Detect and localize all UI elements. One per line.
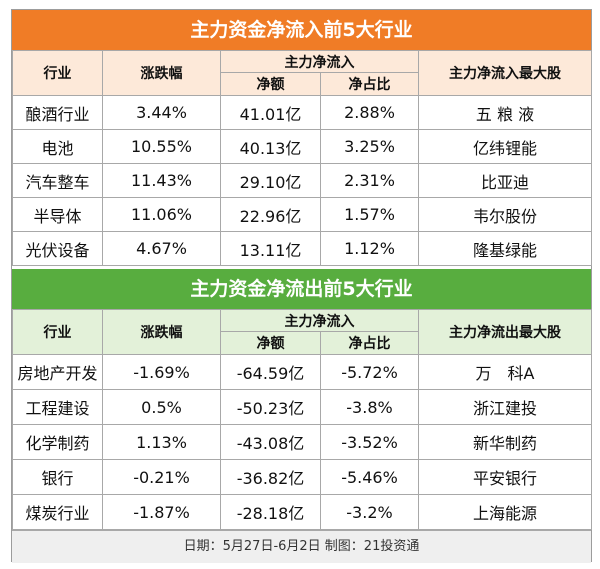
amount-cell: 13.11亿 xyxy=(220,231,321,266)
table-row: 房地产开发 -1.69% -64.59亿 -5.72% 万 科A xyxy=(12,354,592,390)
stock-cell: 亿纬锂能 xyxy=(418,129,592,164)
industry-cell: 汽车整车 xyxy=(12,163,103,198)
inflow-header-industry: 行业 xyxy=(12,50,103,96)
table-row: 化学制药 1.13% -43.08亿 -3.52% 新华制药 xyxy=(12,424,592,460)
ratio-cell: 3.25% xyxy=(320,129,419,164)
change-cell: -1.87% xyxy=(102,494,221,530)
ratio-cell: -3.52% xyxy=(320,424,419,460)
outflow-header-net-amount: 净额 xyxy=(220,331,321,355)
industry-cell: 煤炭行业 xyxy=(12,494,103,530)
industry-cell: 房地产开发 xyxy=(12,354,103,390)
amount-cell: 41.01亿 xyxy=(220,95,321,130)
amount-cell: 22.96亿 xyxy=(220,197,321,232)
inflow-table: 行业 涨跌幅 主力净流入 主力净流入最大股 净额 净占比 酿酒行业 3.44% … xyxy=(12,50,592,266)
stock-cell: 上海能源 xyxy=(418,494,592,530)
inflow-header-net-amount: 净额 xyxy=(220,72,321,96)
outflow-table: 行业 涨跌幅 主力净流入 主力净流出最大股 净额 净占比 房地产开发 -1.69… xyxy=(12,309,592,530)
amount-cell: -64.59亿 xyxy=(220,354,321,390)
outflow-header-net-group: 主力净流入 xyxy=(220,309,419,332)
stock-cell: 新华制药 xyxy=(418,424,592,460)
change-cell: 11.06% xyxy=(102,197,221,232)
inflow-header-net-group: 主力净流入 xyxy=(220,50,419,73)
inflow-header-net-ratio: 净占比 xyxy=(320,72,419,96)
outflow-header-industry: 行业 xyxy=(12,309,103,355)
change-cell: 1.13% xyxy=(102,424,221,460)
amount-cell: 40.13亿 xyxy=(220,129,321,164)
ratio-cell: -3.2% xyxy=(320,494,419,530)
table-row: 煤炭行业 -1.87% -28.18亿 -3.2% 上海能源 xyxy=(12,494,592,530)
inflow-title: 主力资金净流入前5大行业 xyxy=(12,10,591,50)
industry-cell: 化学制药 xyxy=(12,424,103,460)
change-cell: 10.55% xyxy=(102,129,221,164)
outflow-header-change: 涨跌幅 xyxy=(102,309,221,355)
ratio-cell: 2.88% xyxy=(320,95,419,130)
stock-cell: 韦尔股份 xyxy=(418,197,592,232)
amount-cell: -36.82亿 xyxy=(220,459,321,495)
industry-cell: 银行 xyxy=(12,459,103,495)
amount-cell: -28.18亿 xyxy=(220,494,321,530)
table-row: 电池 10.55% 40.13亿 3.25% 亿纬锂能 xyxy=(12,129,592,164)
ratio-cell: 1.57% xyxy=(320,197,419,232)
outflow-header-net-ratio: 净占比 xyxy=(320,331,419,355)
table-row: 汽车整车 11.43% 29.10亿 2.31% 比亚迪 xyxy=(12,163,592,198)
amount-cell: -43.08亿 xyxy=(220,424,321,460)
industry-cell: 半导体 xyxy=(12,197,103,232)
footer-credit: 日期：5月27日-6月2日 制图：21投资通 xyxy=(12,530,591,563)
table-row: 工程建设 0.5% -50.23亿 -3.8% 浙江建投 xyxy=(12,389,592,425)
stock-cell: 平安银行 xyxy=(418,459,592,495)
table-row: 银行 -0.21% -36.82亿 -5.46% 平安银行 xyxy=(12,459,592,495)
infographic-card: 主力资金净流入前5大行业 行业 涨跌幅 主力净流入 主力净流入最大股 净额 净占… xyxy=(11,9,592,563)
change-cell: -0.21% xyxy=(102,459,221,495)
table-row: 酿酒行业 3.44% 41.01亿 2.88% 五 粮 液 xyxy=(12,95,592,130)
change-cell: 11.43% xyxy=(102,163,221,198)
change-cell: 0.5% xyxy=(102,389,221,425)
table-row: 光伏设备 4.67% 13.11亿 1.12% 隆基绿能 xyxy=(12,231,592,266)
stock-cell: 万 科A xyxy=(418,354,592,390)
stock-cell: 隆基绿能 xyxy=(418,231,592,266)
stock-cell: 五 粮 液 xyxy=(418,95,592,130)
industry-cell: 电池 xyxy=(12,129,103,164)
amount-cell: -50.23亿 xyxy=(220,389,321,425)
outflow-title: 主力资金净流出前5大行业 xyxy=(12,269,591,309)
industry-cell: 光伏设备 xyxy=(12,231,103,266)
stock-cell: 比亚迪 xyxy=(418,163,592,198)
ratio-cell: 2.31% xyxy=(320,163,419,198)
table-row: 半导体 11.06% 22.96亿 1.57% 韦尔股份 xyxy=(12,197,592,232)
stock-cell: 浙江建投 xyxy=(418,389,592,425)
change-cell: 3.44% xyxy=(102,95,221,130)
ratio-cell: -3.8% xyxy=(320,389,419,425)
outflow-header-top-stock: 主力净流出最大股 xyxy=(418,309,592,355)
inflow-header-row-1: 行业 涨跌幅 主力净流入 主力净流入最大股 xyxy=(12,50,592,96)
outflow-header-row-1: 行业 涨跌幅 主力净流入 主力净流出最大股 xyxy=(12,309,592,355)
inflow-header-change: 涨跌幅 xyxy=(102,50,221,96)
change-cell: 4.67% xyxy=(102,231,221,266)
change-cell: -1.69% xyxy=(102,354,221,390)
ratio-cell: -5.72% xyxy=(320,354,419,390)
amount-cell: 29.10亿 xyxy=(220,163,321,198)
industry-cell: 酿酒行业 xyxy=(12,95,103,130)
outflow-header-row-2: 净额 净占比 xyxy=(13,331,592,355)
industry-cell: 工程建设 xyxy=(12,389,103,425)
inflow-header-top-stock: 主力净流入最大股 xyxy=(418,50,592,96)
ratio-cell: 1.12% xyxy=(320,231,419,266)
ratio-cell: -5.46% xyxy=(320,459,419,495)
